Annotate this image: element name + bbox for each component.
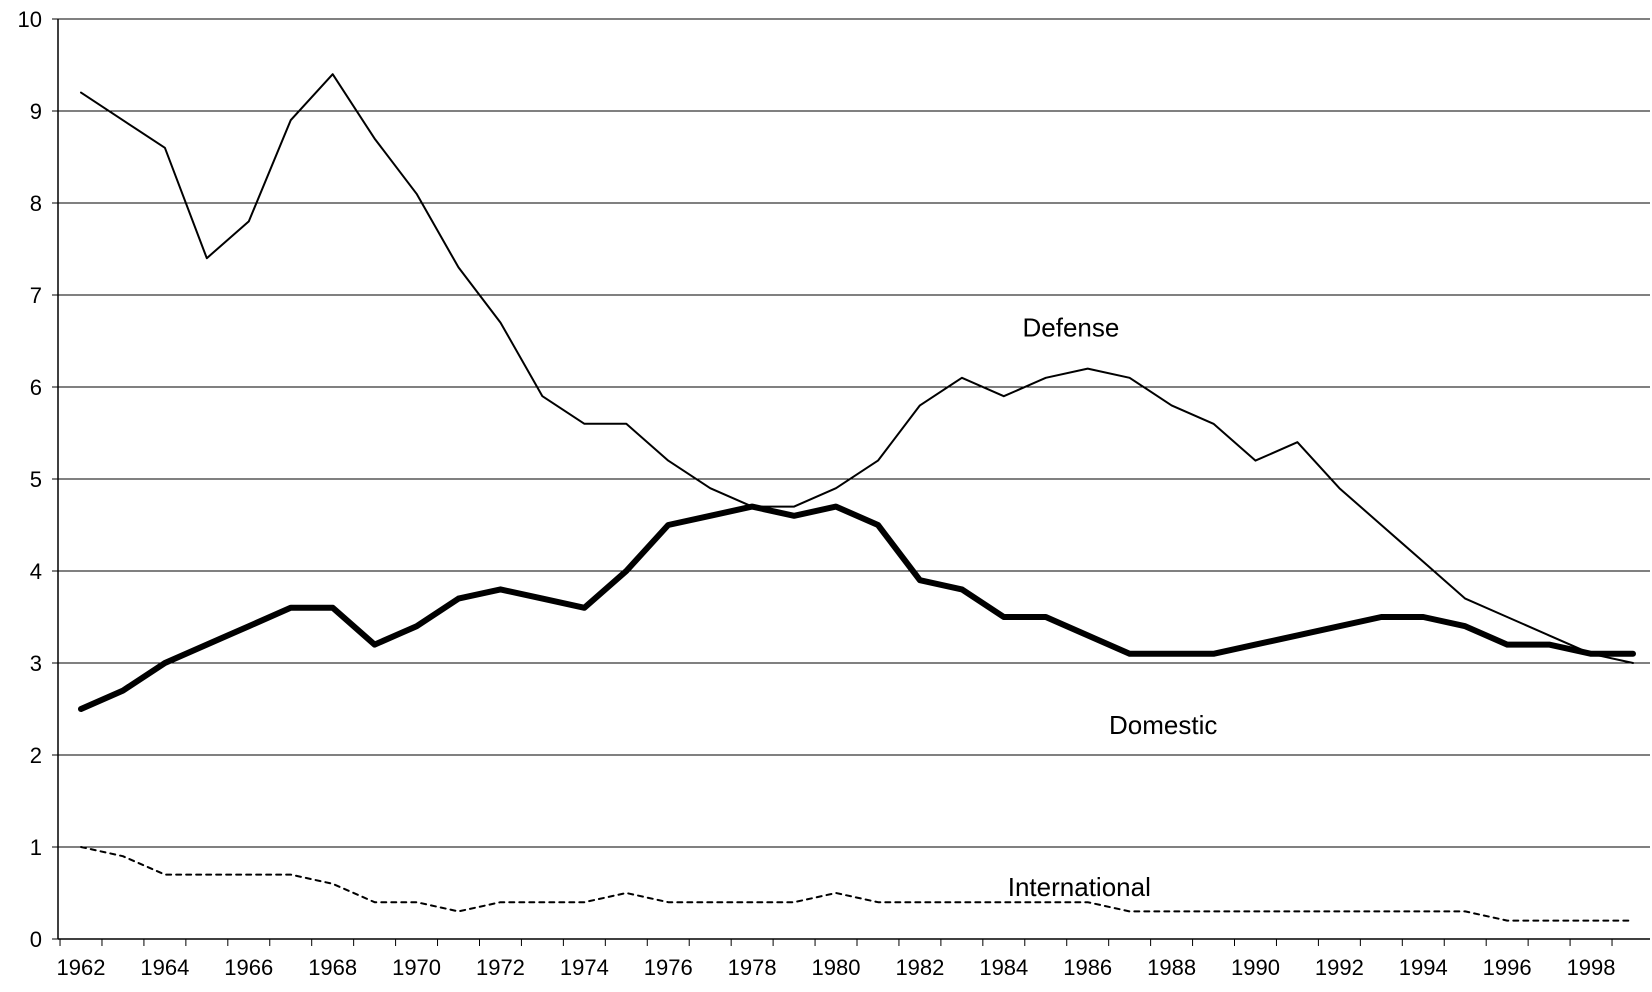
x-tick-label: 1976: [644, 955, 693, 980]
x-tick-label: 1982: [895, 955, 944, 980]
label-layer: Defense Domestic International: [1008, 312, 1218, 901]
x-tick-label: 1994: [1399, 955, 1448, 980]
axis-layer: 0 1 2 3 4 5 6 7 8 9 10 1962 1964 1966 1968 1970 1972 1974…: [18, 7, 1650, 980]
y-tick-label: 6: [30, 375, 42, 400]
series-label-defense: Defense: [1023, 312, 1120, 342]
x-tick-label: 1972: [476, 955, 525, 980]
y-tick-label: 2: [30, 743, 42, 768]
x-tick-label: 1990: [1231, 955, 1280, 980]
x-tick-label: 1974: [560, 955, 609, 980]
x-tick-label: 1996: [1483, 955, 1532, 980]
y-tick-label: 5: [30, 467, 42, 492]
series-line-international: [80, 846, 1634, 922]
grid-layer: [58, 18, 1650, 848]
y-tick-label: 7: [30, 283, 42, 308]
x-tick-label: 1962: [57, 955, 106, 980]
x-tick-label: 1986: [1063, 955, 1112, 980]
x-tick-label: 1980: [812, 955, 861, 980]
x-tick-label: 1966: [224, 955, 273, 980]
series-label-international: International: [1008, 872, 1151, 902]
y-tick-label: 0: [30, 927, 42, 952]
x-tick-label: 1988: [1147, 955, 1196, 980]
y-tick-label: 1: [30, 835, 42, 860]
y-tick-label: 4: [30, 559, 42, 584]
x-tick-label: 1992: [1315, 955, 1364, 980]
series-layer: [78, 73, 1636, 922]
x-tick-label: 1970: [392, 955, 441, 980]
x-tick-label: 1984: [979, 955, 1028, 980]
x-tick-label: 1968: [308, 955, 357, 980]
x-tick-label: 1964: [140, 955, 189, 980]
x-tick-label: 1978: [728, 955, 777, 980]
series-label-domestic: Domestic: [1109, 710, 1217, 740]
x-tick-label: 1998: [1567, 955, 1616, 980]
y-tick-label: 8: [30, 191, 42, 216]
y-tick-label: 10: [18, 7, 42, 32]
series-line-defense: [80, 73, 1634, 664]
y-tick-label: 9: [30, 99, 42, 124]
series-line-domestic: [78, 503, 1636, 712]
y-tick-label: 3: [30, 651, 42, 676]
